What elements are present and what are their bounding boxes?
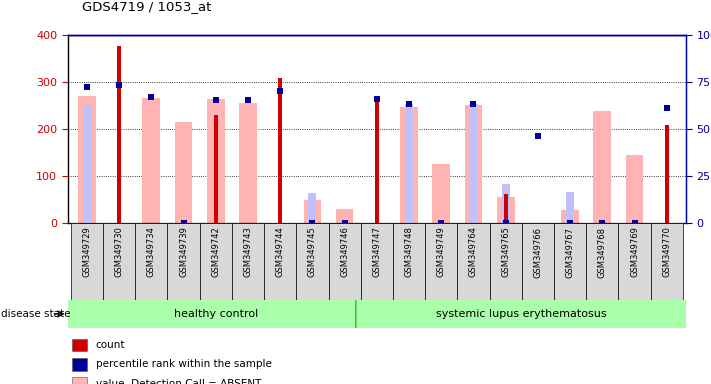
Bar — [490, 223, 522, 300]
Point — [339, 220, 351, 226]
Bar — [587, 223, 619, 300]
Text: GSM349746: GSM349746 — [340, 227, 349, 277]
Text: healthy control: healthy control — [173, 309, 258, 319]
Text: percentile rank within the sample: percentile rank within the sample — [96, 359, 272, 369]
Bar — [135, 223, 167, 300]
Text: GSM349749: GSM349749 — [437, 227, 446, 277]
Point — [210, 98, 221, 104]
Bar — [497, 197, 515, 223]
Bar — [405, 104, 413, 223]
Text: value, Detection Call = ABSENT: value, Detection Call = ABSENT — [96, 379, 261, 384]
Point — [274, 88, 286, 94]
Point — [533, 133, 544, 139]
Text: GSM349743: GSM349743 — [243, 227, 252, 277]
Point — [242, 98, 254, 104]
Bar — [200, 223, 232, 300]
Point — [306, 220, 318, 226]
Bar — [72, 339, 87, 351]
Bar — [309, 193, 316, 223]
Bar — [651, 223, 683, 300]
Bar — [400, 108, 418, 223]
Bar — [175, 122, 193, 223]
Point — [661, 105, 673, 111]
Point — [81, 84, 92, 90]
Text: systemic lupus erythematosus: systemic lupus erythematosus — [437, 309, 607, 319]
Bar — [594, 111, 611, 223]
Bar — [304, 200, 321, 223]
Point — [114, 82, 125, 88]
Bar — [554, 223, 587, 300]
Text: GSM349745: GSM349745 — [308, 227, 317, 277]
Bar — [619, 223, 651, 300]
Point — [468, 101, 479, 107]
Text: GSM349768: GSM349768 — [598, 227, 607, 278]
Point — [629, 220, 641, 226]
Bar — [457, 223, 490, 300]
Text: GSM349764: GSM349764 — [469, 227, 478, 277]
FancyBboxPatch shape — [66, 298, 365, 330]
Bar — [328, 223, 360, 300]
Text: GSM349744: GSM349744 — [276, 227, 284, 277]
Text: GSM349739: GSM349739 — [179, 227, 188, 277]
Bar — [626, 154, 643, 223]
Bar — [167, 223, 200, 300]
Bar — [142, 98, 160, 223]
Text: GSM349734: GSM349734 — [146, 227, 156, 277]
Bar — [296, 223, 328, 300]
Point — [500, 220, 511, 226]
Bar — [72, 377, 87, 384]
Bar — [393, 223, 425, 300]
Bar — [561, 210, 579, 223]
Bar — [83, 106, 91, 223]
Bar — [207, 99, 225, 223]
Bar — [239, 103, 257, 223]
Bar — [336, 209, 353, 223]
Point — [597, 220, 608, 226]
Bar — [469, 104, 478, 223]
Bar — [360, 223, 393, 300]
Point — [403, 101, 415, 107]
Point — [371, 96, 383, 102]
Text: GSM349765: GSM349765 — [501, 227, 510, 277]
Bar — [375, 97, 379, 223]
Text: GSM349730: GSM349730 — [114, 227, 124, 277]
Bar — [264, 223, 296, 300]
FancyBboxPatch shape — [356, 298, 688, 330]
Text: GSM349769: GSM349769 — [630, 227, 639, 277]
Point — [436, 220, 447, 226]
Bar — [504, 195, 508, 223]
Point — [146, 94, 157, 100]
Text: count: count — [96, 340, 125, 350]
Bar — [432, 164, 450, 223]
Point — [565, 220, 576, 226]
Bar — [214, 114, 218, 223]
Text: GSM349747: GSM349747 — [373, 227, 381, 277]
Bar — [78, 96, 96, 223]
Text: GSM349748: GSM349748 — [405, 227, 414, 277]
Text: GDS4719 / 1053_at: GDS4719 / 1053_at — [82, 0, 211, 13]
Text: GSM349767: GSM349767 — [566, 227, 574, 278]
Bar — [232, 223, 264, 300]
Text: GSM349729: GSM349729 — [82, 227, 92, 277]
Bar — [522, 223, 554, 300]
Bar — [117, 46, 121, 223]
Bar — [278, 78, 282, 223]
Text: GSM349770: GSM349770 — [662, 227, 671, 277]
Text: GSM349766: GSM349766 — [533, 227, 542, 278]
Text: disease state: disease state — [1, 309, 71, 319]
Bar — [464, 105, 482, 223]
Bar — [425, 223, 457, 300]
Bar — [502, 184, 510, 223]
Bar — [71, 223, 103, 300]
Bar — [566, 192, 574, 223]
Point — [178, 220, 189, 226]
Bar — [72, 358, 87, 371]
Text: GSM349742: GSM349742 — [211, 227, 220, 277]
Bar — [103, 223, 135, 300]
Bar — [665, 125, 669, 223]
